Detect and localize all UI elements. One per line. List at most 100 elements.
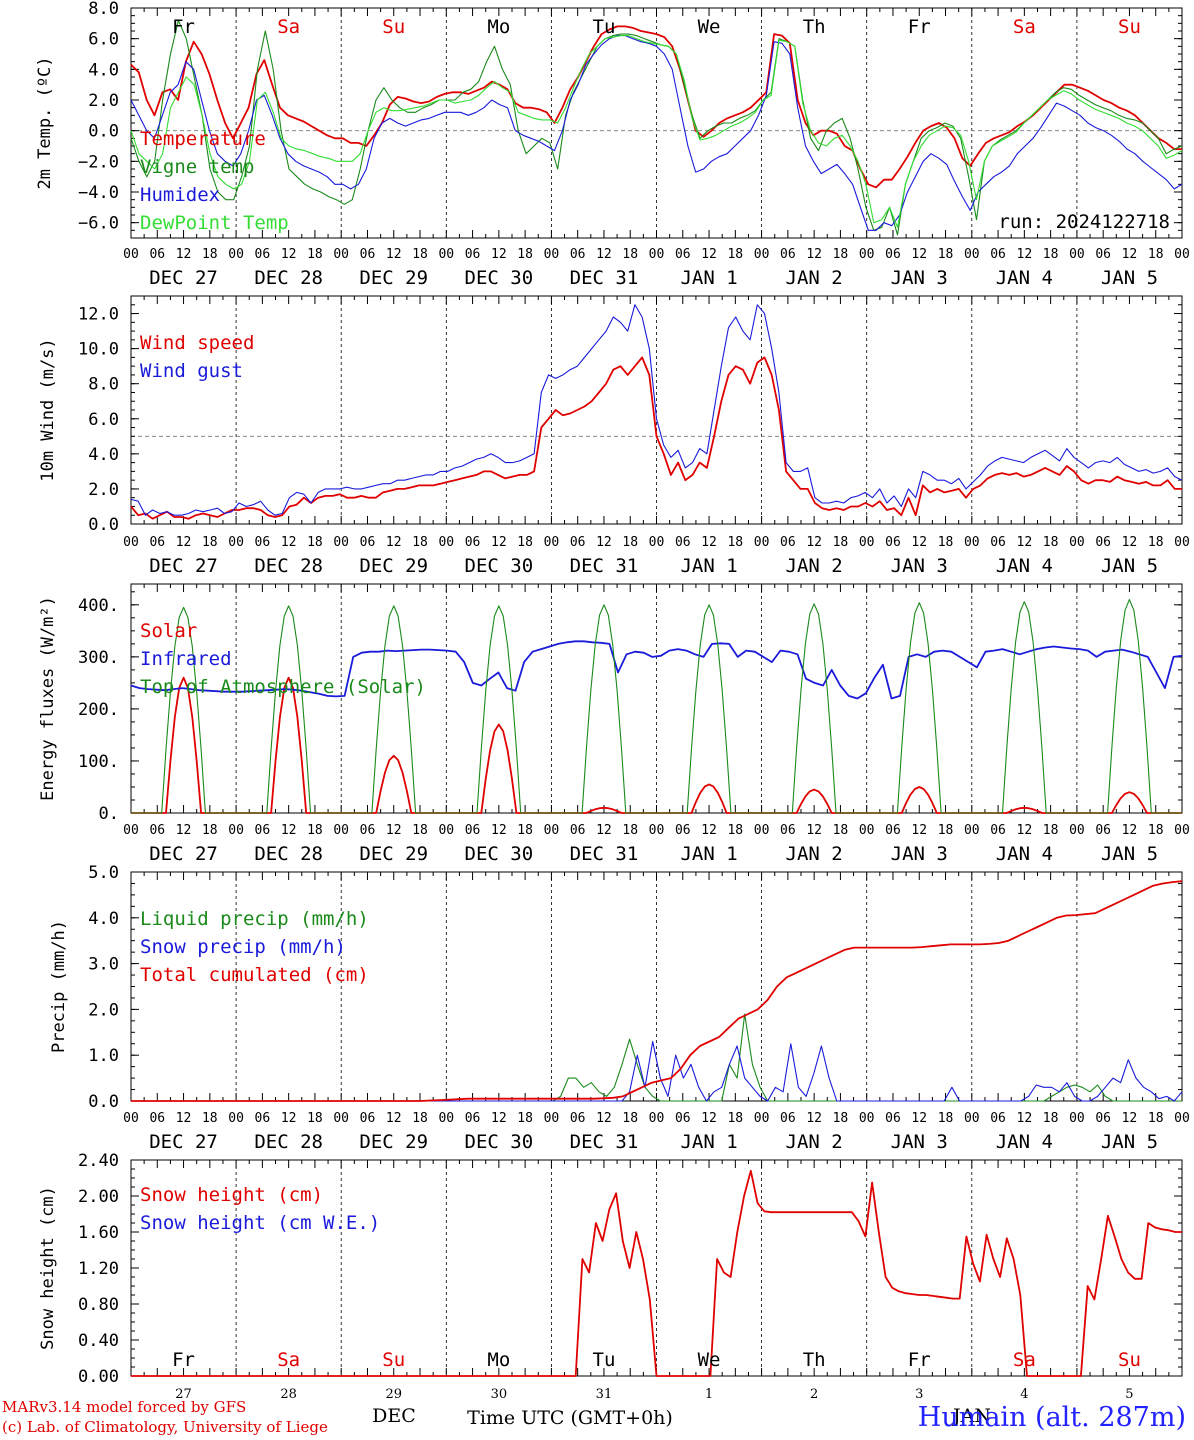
hour-tick-label: 12 [701, 1111, 717, 1126]
legend-entry: DewPoint Temp [140, 212, 289, 234]
hour-tick-label: 18 [1148, 247, 1164, 262]
hour-tick-label: 00 [123, 1111, 139, 1126]
hour-tick-label: 12 [911, 1111, 927, 1126]
hour-tick-label: 12 [491, 247, 507, 262]
date-label: DEC 31 [570, 843, 639, 865]
y-tick-label: 0.00 [78, 1367, 119, 1387]
hour-tick-label: 06 [1095, 535, 1111, 550]
day-name-label: Tu [593, 1349, 616, 1371]
series-line-temperature [130, 25, 1182, 189]
hour-tick-label: 06 [780, 247, 796, 262]
hour-tick-label: 06 [1095, 247, 1111, 262]
hour-tick-label: 00 [859, 823, 875, 838]
hour-tick-label: 00 [1174, 823, 1190, 838]
date-label: DEC 30 [465, 1131, 534, 1153]
hour-tick-label: 18 [622, 1111, 638, 1126]
hour-tick-label: 18 [1043, 823, 1059, 838]
y-tick-label: 300. [78, 648, 119, 668]
day-name-label: We [698, 16, 721, 38]
hour-tick-label: 12 [911, 247, 927, 262]
hour-tick-label: 12 [1122, 823, 1138, 838]
hour-tick-label: 18 [622, 247, 638, 262]
date-label: JAN 1 [680, 555, 737, 577]
hour-tick-label: 06 [990, 823, 1006, 838]
hour-tick-label: 06 [149, 1111, 165, 1126]
hour-tick-label: 18 [1148, 823, 1164, 838]
y-axis-label: Precip (mm/h) [49, 920, 69, 1053]
hour-tick-label: 00 [333, 823, 349, 838]
day-number-label: 28 [280, 1387, 297, 1402]
hour-tick-label: 18 [938, 535, 954, 550]
hour-tick-label: 00 [649, 247, 665, 262]
day-name-label: Sa [277, 1349, 300, 1371]
hour-tick-label: 00 [333, 1111, 349, 1126]
hour-tick-label: 18 [833, 247, 849, 262]
hour-tick-label: 00 [1069, 823, 1085, 838]
hour-tick-label: 18 [517, 1111, 533, 1126]
hour-tick-label: 00 [859, 1111, 875, 1126]
day-name-label: Sa [1013, 16, 1036, 38]
y-tick-label: −4.0 [78, 183, 119, 203]
hour-tick-label: 00 [754, 535, 770, 550]
hour-tick-label: 06 [360, 1111, 376, 1126]
legend-entry: Wind gust [140, 360, 243, 382]
day-name-label: Fr [908, 16, 931, 38]
hour-tick-label: 06 [990, 535, 1006, 550]
legend-entry: Snow height (cm W.E.) [140, 1212, 380, 1234]
hour-tick-label: 18 [833, 535, 849, 550]
date-label: JAN 1 [680, 843, 737, 865]
series-line-wind-speed [130, 356, 1182, 520]
y-tick-label: −2.0 [78, 152, 119, 172]
model-credit: MARv3.14 model forced by GFS [2, 1398, 247, 1416]
date-label: JAN 3 [891, 1131, 948, 1153]
hour-tick-label: 06 [885, 823, 901, 838]
day-name-label: Sa [1013, 1349, 1036, 1371]
hour-tick-label: 18 [938, 1111, 954, 1126]
date-label: JAN 5 [1101, 555, 1158, 577]
y-tick-label: 1.0 [88, 1046, 119, 1066]
legend-entry: Infrared [140, 648, 232, 670]
hour-tick-label: 00 [754, 247, 770, 262]
hour-tick-label: 00 [228, 823, 244, 838]
date-label: DEC 31 [570, 267, 639, 289]
hour-tick-label: 12 [806, 1111, 822, 1126]
legend-entry: Snow height (cm) [140, 1184, 323, 1206]
date-label: DEC 30 [465, 267, 534, 289]
y-tick-label: 2.00 [78, 1187, 119, 1207]
hour-tick-label: 00 [1174, 247, 1190, 262]
hour-tick-label: 00 [649, 535, 665, 550]
hour-tick-label: 12 [806, 823, 822, 838]
hour-tick-label: 12 [911, 535, 927, 550]
hour-tick-label: 12 [596, 535, 612, 550]
hour-tick-label: 06 [255, 1111, 271, 1126]
hour-tick-label: 00 [544, 535, 560, 550]
y-tick-label: −6.0 [78, 214, 119, 234]
y-axis-label: Energy fluxes (W/m²) [38, 596, 58, 801]
day-number-label: 1 [705, 1387, 713, 1402]
hour-tick-label: 06 [149, 247, 165, 262]
hour-tick-label: 06 [1095, 823, 1111, 838]
day-name-label: Mo [487, 16, 510, 38]
day-name-label: Su [1118, 1349, 1141, 1371]
hour-tick-label: 12 [176, 535, 192, 550]
hour-tick-label: 18 [727, 247, 743, 262]
hour-tick-label: 12 [281, 247, 297, 262]
y-tick-label: 4.0 [88, 445, 119, 465]
hour-tick-label: 18 [727, 823, 743, 838]
date-label: DEC 31 [570, 1131, 639, 1153]
date-label: JAN 4 [996, 1131, 1053, 1153]
hour-tick-label: 18 [202, 535, 218, 550]
hour-tick-label: 12 [596, 247, 612, 262]
date-label: DEC 31 [570, 555, 639, 577]
hour-tick-label: 18 [517, 535, 533, 550]
hour-tick-label: 00 [1174, 535, 1190, 550]
legend-entry: Vigne temp [140, 156, 254, 178]
day-number-label: 27 [175, 1387, 192, 1402]
y-tick-label: 0.0 [88, 1092, 119, 1112]
y-tick-label: 3.0 [88, 955, 119, 975]
hour-tick-label: 06 [675, 1111, 691, 1126]
hour-tick-label: 00 [544, 1111, 560, 1126]
hour-tick-label: 18 [833, 823, 849, 838]
hour-tick-label: 18 [202, 247, 218, 262]
hour-tick-label: 06 [255, 823, 271, 838]
